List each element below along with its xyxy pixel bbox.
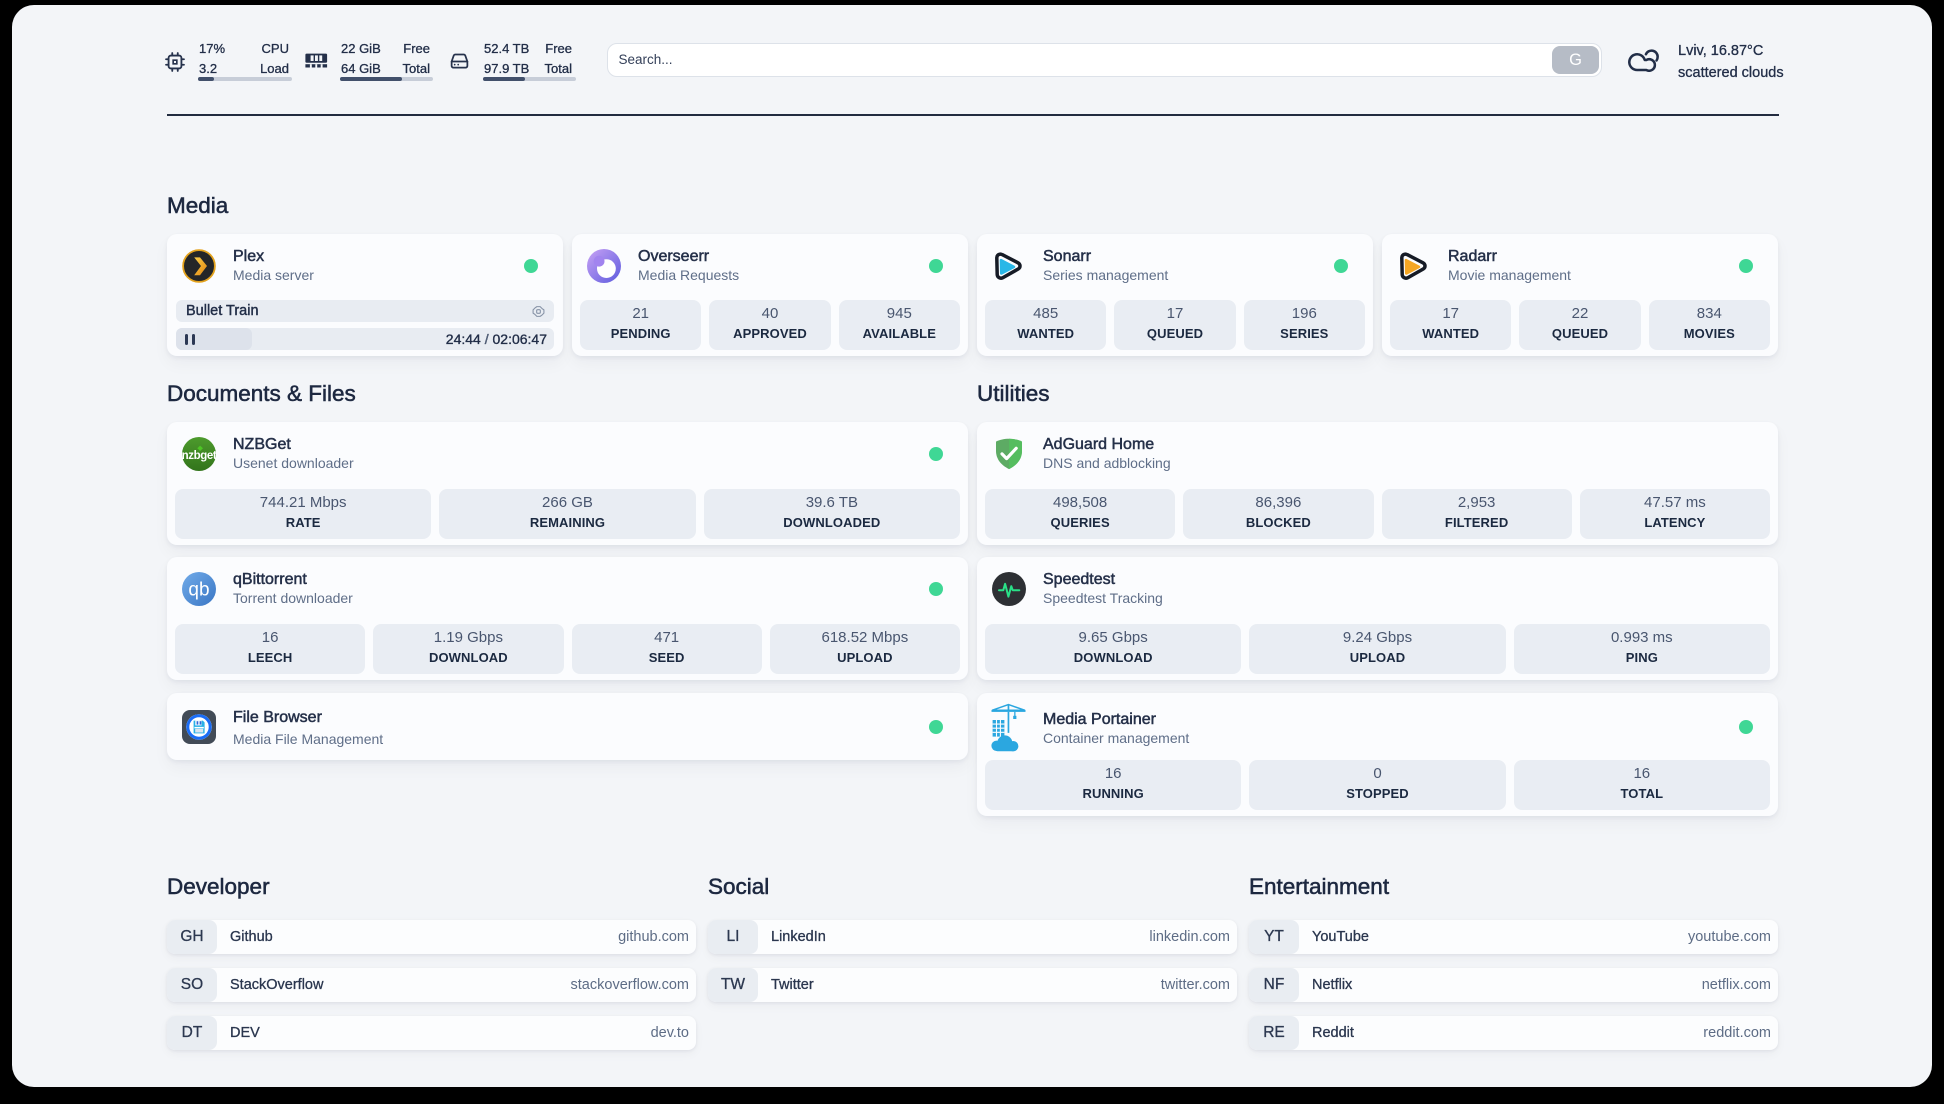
svg-text:qb: qb bbox=[188, 580, 209, 601]
svg-text:nzbget: nzbget bbox=[182, 450, 216, 462]
